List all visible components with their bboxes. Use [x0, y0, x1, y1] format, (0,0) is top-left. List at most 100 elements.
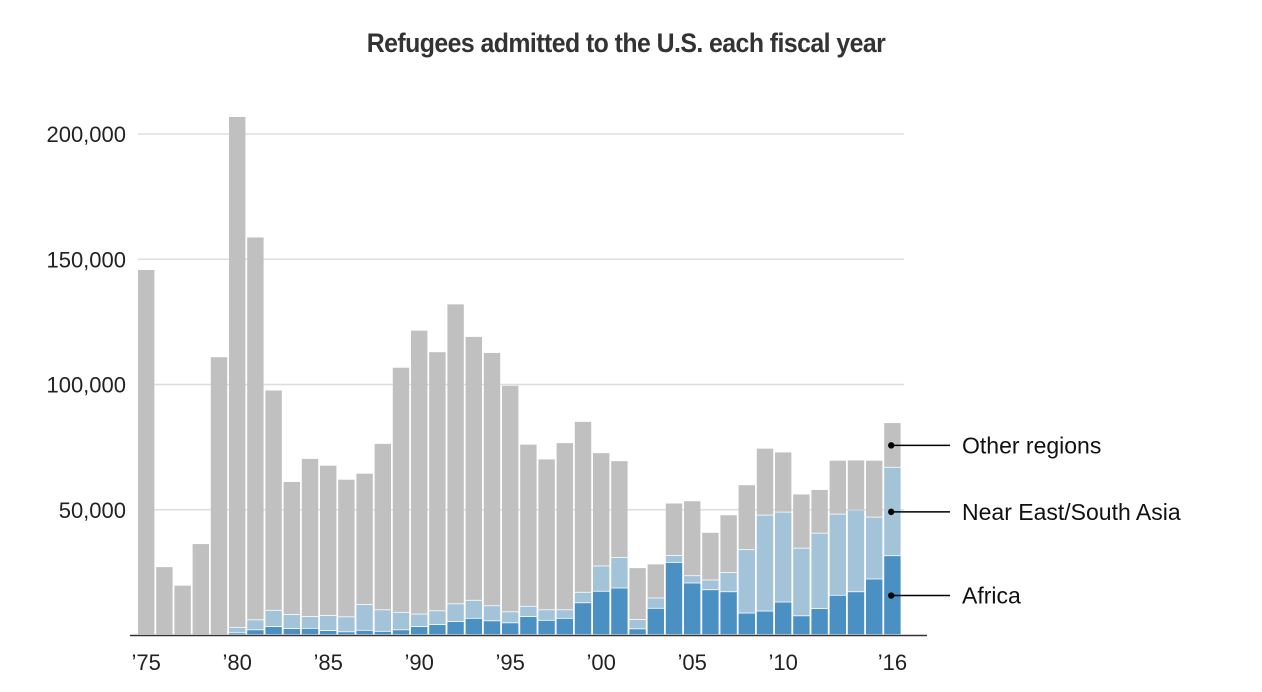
bar-segment-africa	[593, 591, 610, 635]
legend: Other regions Near East/South Asia Africa	[888, 432, 1181, 609]
bar-segment-africa	[629, 629, 646, 635]
bar-segment-africa	[793, 616, 810, 635]
bar-segment-near-east-south-asia	[338, 617, 355, 632]
bar-segment-africa	[829, 595, 846, 635]
bar-segment-africa	[611, 588, 628, 635]
bar-group-1991	[429, 352, 446, 635]
bar-segment-near-east-south-asia	[392, 612, 410, 630]
bar-group-1985	[320, 465, 337, 635]
bar-segment-other-regions	[574, 421, 592, 592]
bar-segment-near-east-south-asia	[720, 572, 737, 592]
legend-item-africa: Africa	[888, 583, 1021, 609]
bar-group-1988	[374, 443, 391, 635]
y-tick-label: 100,000	[46, 373, 126, 398]
bar-segment-africa	[847, 592, 865, 635]
bar-segment-near-east-south-asia	[775, 512, 792, 602]
x-axis-tick-labels: ’75 ’80 ’85 ’90 ’95 ’00 ’05 ’10 ’16	[132, 650, 908, 675]
x-tick-label: ’16	[878, 650, 907, 675]
bar-group-1984	[301, 458, 319, 635]
bar-segment-other-regions	[684, 501, 701, 576]
bar-segment-near-east-south-asia	[684, 576, 701, 583]
bar-segment-other-regions	[847, 460, 865, 510]
bar-group-2005	[684, 501, 701, 635]
bar-segment-near-east-south-asia	[320, 615, 337, 631]
bar-group-1976	[156, 567, 173, 635]
bar-segment-near-east-south-asia	[538, 610, 555, 620]
bar-segment-other-regions	[156, 567, 173, 635]
bar-group-2009	[756, 448, 774, 635]
bar-segment-other-regions	[192, 544, 209, 635]
y-axis-tick-labels: 50,000 100,000 150,000 200,000	[46, 122, 126, 523]
bar-segment-africa	[483, 621, 501, 635]
bar-segment-other-regions	[829, 460, 846, 514]
bar-segment-africa	[411, 626, 428, 635]
x-tick-label: ’00	[587, 650, 616, 675]
bar-segment-near-east-south-asia	[665, 555, 683, 563]
bar-segment-other-regions	[265, 390, 282, 610]
bar-segment-near-east-south-asia	[301, 616, 319, 628]
bar-group-1979	[210, 357, 228, 635]
bar-segment-africa	[866, 579, 883, 635]
bar-segment-near-east-south-asia	[374, 610, 391, 631]
bar-group-1993	[465, 336, 482, 635]
bar-segment-other-regions	[429, 352, 446, 611]
bar-segment-other-regions	[647, 564, 664, 598]
bar-segment-other-regions	[174, 585, 191, 635]
bar-group-1975	[138, 270, 155, 635]
bar-segment-near-east-south-asia	[574, 592, 592, 603]
bar-group-2016	[884, 423, 901, 635]
bar-segment-near-east-south-asia	[738, 550, 755, 613]
bar-segment-africa	[429, 624, 446, 635]
legend-item-other-regions: Other regions	[888, 432, 1101, 458]
x-tick-label: ’90	[405, 650, 434, 675]
bar-segment-other-regions	[756, 448, 774, 515]
bar-segment-africa	[647, 608, 664, 635]
bar-segment-near-east-south-asia	[593, 566, 610, 591]
bar-segment-other-regions	[793, 494, 810, 548]
bar-segment-other-regions	[629, 568, 646, 620]
bar-group-2015	[866, 460, 883, 635]
bar-segment-africa	[265, 626, 282, 635]
bar-segment-near-east-south-asia	[556, 610, 573, 618]
bar-segment-africa	[702, 590, 719, 635]
bar-segment-other-regions	[665, 503, 683, 556]
bar-group-2007	[720, 515, 737, 635]
bar-segment-near-east-south-asia	[702, 580, 719, 590]
bar-segment-africa	[720, 592, 737, 635]
bar-segment-near-east-south-asia	[829, 514, 846, 595]
bar-segment-other-regions	[866, 460, 883, 517]
bar-segment-africa	[229, 633, 246, 635]
bar-segment-near-east-south-asia	[429, 611, 446, 625]
bar-segment-other-regions	[720, 515, 737, 573]
bar-group-2000	[593, 453, 610, 635]
bar-group-1987	[356, 473, 373, 635]
legend-label: Near East/South Asia	[962, 499, 1181, 525]
bar-segment-africa	[556, 618, 573, 635]
bar-segment-near-east-south-asia	[611, 557, 628, 588]
bar-segment-other-regions	[283, 481, 300, 615]
bar-segment-africa	[247, 630, 264, 635]
bar-segment-africa	[811, 608, 828, 635]
bar-segment-africa	[665, 562, 683, 635]
bar-segment-other-regions	[465, 336, 482, 600]
bar-segment-other-regions	[811, 489, 828, 533]
bar-segment-other-regions	[229, 116, 246, 627]
bar-segment-near-east-south-asia	[283, 614, 300, 629]
bar-segment-africa	[283, 628, 300, 635]
bar-group-1996	[520, 444, 537, 635]
bar-group-2008	[738, 485, 755, 635]
bar-segment-africa	[374, 631, 391, 635]
bar-group-1983	[283, 481, 300, 635]
bar-segment-other-regions	[356, 473, 373, 605]
bar-segment-other-regions	[775, 452, 792, 512]
bar-group-1998	[556, 443, 573, 635]
bar-segment-near-east-south-asia	[629, 619, 646, 629]
bar-segment-near-east-south-asia	[411, 614, 428, 627]
bar-group-2002	[629, 568, 646, 635]
bar-segment-other-regions	[374, 443, 391, 610]
bar-segment-near-east-south-asia	[847, 510, 865, 592]
bar-segment-near-east-south-asia	[265, 610, 282, 627]
bar-segment-other-regions	[502, 385, 519, 612]
x-tick-label: ’80	[223, 650, 252, 675]
